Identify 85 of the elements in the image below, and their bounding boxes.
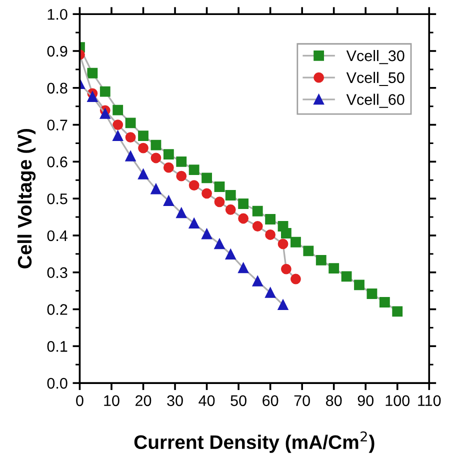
- point: [252, 221, 263, 232]
- y-tick-label: 0.6: [47, 156, 68, 168]
- x-tick-label: 70: [294, 395, 310, 406]
- y-tick-label: 0.2: [47, 304, 68, 315]
- point: [163, 162, 174, 173]
- y-tick-label: 0.0: [47, 378, 68, 389]
- point: [214, 182, 225, 192]
- point: [225, 190, 236, 200]
- y-tick-label: 0.9: [47, 46, 68, 57]
- y-tick-label: 1.0: [48, 8, 68, 20]
- point: [265, 214, 276, 224]
- point: [125, 132, 136, 143]
- point: [150, 184, 162, 194]
- point: [252, 276, 263, 286]
- x-tick-label: 110: [418, 395, 441, 406]
- point: [138, 142, 148, 154]
- y-tick-label: 0.8: [47, 82, 68, 94]
- x-tick-label: 10: [104, 395, 120, 406]
- point: [176, 156, 187, 167]
- y-tick-label: 0.7: [47, 120, 68, 130]
- point: [252, 206, 263, 216]
- point: [188, 164, 200, 176]
- y-axis-title: Cell Voltage (V): [17, 128, 36, 268]
- point: [100, 108, 110, 119]
- point: [238, 198, 249, 209]
- point: [225, 204, 236, 215]
- point: [150, 152, 162, 164]
- point: [265, 287, 276, 298]
- point: [125, 118, 136, 128]
- point: [202, 188, 212, 199]
- x-tick-label: 30: [167, 395, 183, 406]
- point: [138, 130, 148, 142]
- point: [265, 230, 276, 240]
- point: [225, 249, 236, 260]
- x-tick-label: 100: [386, 395, 410, 406]
- x-tick-label: 20: [136, 395, 152, 406]
- point: [366, 288, 378, 299]
- point: [280, 228, 292, 238]
- point: [238, 262, 249, 274]
- point: [112, 120, 124, 130]
- y-tick-label: 0.3: [47, 267, 68, 278]
- point: [100, 86, 110, 97]
- point: [303, 246, 314, 256]
- point: [238, 213, 249, 224]
- point: [150, 140, 162, 150]
- point: [280, 264, 292, 274]
- point: [87, 92, 98, 102]
- point: [214, 238, 225, 250]
- point: [278, 300, 288, 310]
- point: [278, 238, 288, 250]
- point: [125, 150, 136, 162]
- x-tick-label: 50: [230, 395, 246, 406]
- x-tick-label: 0: [76, 395, 84, 406]
- point: [354, 280, 364, 290]
- point: [202, 172, 212, 184]
- legend-label: Vcell_30: [346, 50, 404, 64]
- point: [341, 271, 352, 282]
- point: [290, 274, 301, 284]
- point: [316, 254, 326, 266]
- point: [176, 170, 187, 182]
- x-tick-label: 40: [198, 395, 215, 406]
- legend-label: Vcell_60: [346, 94, 404, 108]
- y-tick-label: 0.5: [47, 193, 68, 204]
- point: [379, 297, 390, 308]
- point: [87, 68, 98, 78]
- y-tick-label: 0.1: [47, 341, 68, 352]
- point: [163, 149, 174, 160]
- point: [163, 196, 174, 206]
- x-tick-label: 80: [326, 395, 342, 406]
- point: [202, 228, 212, 240]
- point: [328, 263, 340, 274]
- x-tick-label: 60: [262, 395, 278, 406]
- point: [188, 180, 200, 190]
- point: [290, 236, 301, 248]
- point: [138, 169, 148, 180]
- point: [392, 306, 403, 317]
- point: [188, 218, 200, 229]
- y-tick-label: 0.4: [47, 230, 68, 242]
- x-tick-label: 90: [358, 395, 374, 406]
- point: [176, 208, 187, 218]
- point: [112, 130, 124, 142]
- point: [112, 104, 124, 116]
- point: [214, 196, 225, 208]
- legend-label: Vcell_50: [346, 72, 404, 86]
- x-axis-title: Current Density (mA/Cm$^{2}$): [134, 431, 374, 453]
